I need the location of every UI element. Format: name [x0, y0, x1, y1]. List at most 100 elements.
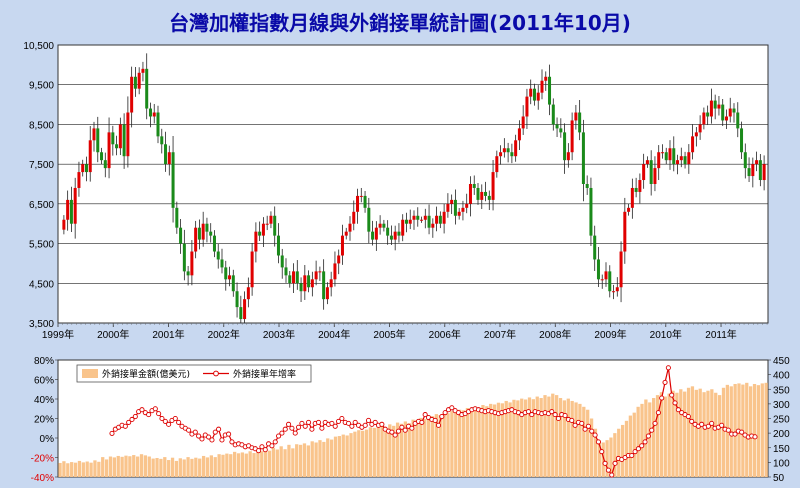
growth-point — [126, 419, 132, 425]
export-amount-bar — [523, 399, 528, 477]
growth-point — [602, 460, 608, 466]
growth-point — [279, 430, 285, 436]
export-amount-bar — [613, 433, 617, 477]
growth-point — [229, 439, 235, 445]
growth-point — [652, 420, 658, 426]
export-amount-bar — [593, 428, 598, 477]
export-amount-bar — [473, 406, 477, 477]
export-amount-bar — [485, 406, 489, 477]
candle-body — [446, 203, 450, 212]
year-tick-label: 2006年 — [429, 328, 461, 341]
candle-body — [408, 219, 412, 224]
candle-body — [762, 164, 766, 181]
price-tick-label: 9,500 — [29, 81, 54, 92]
export-amount-bar — [438, 414, 442, 477]
growth-point — [672, 400, 678, 406]
candle-body — [450, 199, 454, 204]
candle-body — [209, 231, 213, 236]
export-amount-bar — [411, 419, 415, 477]
candle-body — [356, 195, 360, 212]
export-amount-bar — [547, 396, 551, 477]
export-amount-bar — [283, 449, 287, 477]
candle-body — [679, 156, 683, 161]
growth-tick-label: -40% — [31, 473, 54, 484]
export-amount-bar — [702, 392, 706, 477]
candle-body — [728, 108, 732, 117]
export-amount-bar — [353, 431, 357, 477]
export-amount-bar — [644, 399, 648, 477]
candle-body — [747, 168, 751, 177]
export-amount-bar — [298, 444, 303, 477]
growth-point — [662, 379, 668, 385]
growth-point — [339, 415, 345, 422]
growth-point — [166, 421, 172, 427]
candle-body — [344, 231, 348, 236]
growth-point — [635, 446, 641, 452]
export-amount-bar — [217, 454, 221, 477]
export-amount-bar — [679, 389, 683, 477]
growth-point — [196, 433, 202, 439]
candle-body — [401, 219, 405, 236]
export-amount-bar — [201, 455, 206, 477]
candle-body — [596, 259, 600, 280]
candle-body — [412, 215, 416, 220]
year-tick-label: 2008年 — [539, 328, 571, 341]
candle-body — [393, 231, 397, 240]
growth-point — [282, 426, 288, 432]
candle-body — [536, 92, 540, 101]
growth-point — [592, 432, 598, 438]
year-tick-label: 2004年 — [318, 328, 350, 341]
export-amount-bar — [73, 462, 78, 477]
export-amount-bar — [120, 456, 124, 477]
candle-body — [182, 243, 186, 272]
candle-body — [96, 128, 100, 153]
candle-body — [62, 219, 66, 230]
growth-point — [209, 437, 215, 443]
export-amount-bar — [698, 388, 702, 477]
export-amount-bars — [58, 382, 768, 477]
export-amount-bar — [648, 402, 652, 477]
export-amount-bar — [667, 393, 671, 477]
candle-body — [506, 148, 510, 153]
growth-point — [345, 420, 352, 426]
export-amount-bar — [446, 413, 450, 477]
candle-body — [664, 152, 668, 161]
candle-body — [619, 251, 623, 288]
candle-body — [423, 215, 427, 220]
candle-body — [103, 160, 107, 169]
candle-body — [201, 223, 205, 240]
candle-body — [435, 215, 439, 224]
growth-point — [739, 429, 745, 435]
export-amount-bar — [101, 457, 105, 477]
amount-axis-labels: 450 400 350 300 250 200 150 100 50 — [768, 356, 790, 484]
candle-body — [337, 255, 341, 264]
candle-body — [246, 287, 250, 300]
growth-point — [655, 410, 661, 416]
export-amount-bar — [504, 400, 508, 477]
candle-body — [340, 235, 344, 256]
candle-body — [314, 271, 318, 280]
growth-point — [595, 439, 601, 445]
growth-point — [442, 410, 448, 416]
export-amount-bar — [717, 395, 722, 477]
growth-tick-label: 0% — [40, 434, 55, 445]
candle-body — [566, 152, 570, 161]
legend-swatch-amount — [82, 369, 98, 378]
year-tick-label: 2011年 — [705, 328, 737, 341]
candle-body — [706, 112, 710, 117]
export-amount-bar — [337, 436, 342, 477]
candle-body — [653, 168, 657, 184]
export-amount-bar — [318, 440, 322, 477]
candle-body — [100, 152, 104, 161]
growth-point — [659, 395, 665, 401]
growth-point — [665, 365, 671, 371]
export-amount-bar — [112, 457, 116, 477]
export-amount-bar — [62, 461, 66, 477]
export-amount-bar — [302, 443, 307, 477]
export-amount-bar — [225, 453, 229, 477]
growth-point — [589, 428, 595, 434]
growth-point — [329, 420, 335, 426]
export-amount-bar — [764, 382, 768, 477]
growth-point — [645, 433, 651, 439]
growth-point — [439, 413, 445, 420]
